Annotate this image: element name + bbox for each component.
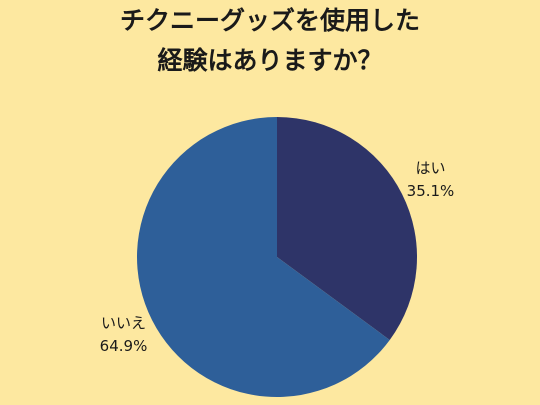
- pie-slice: [277, 117, 417, 340]
- chart-title: 経験はありますか？: [157, 46, 382, 75]
- slice-value-label: 35.1%: [407, 182, 455, 200]
- slice-value-label: 64.9%: [100, 337, 148, 355]
- chart-title: チクニーグッズを使用した: [120, 6, 420, 35]
- slice-label: いいえ: [101, 314, 146, 332]
- pie-slice: [136, 117, 390, 398]
- slice-label: はい: [415, 159, 445, 177]
